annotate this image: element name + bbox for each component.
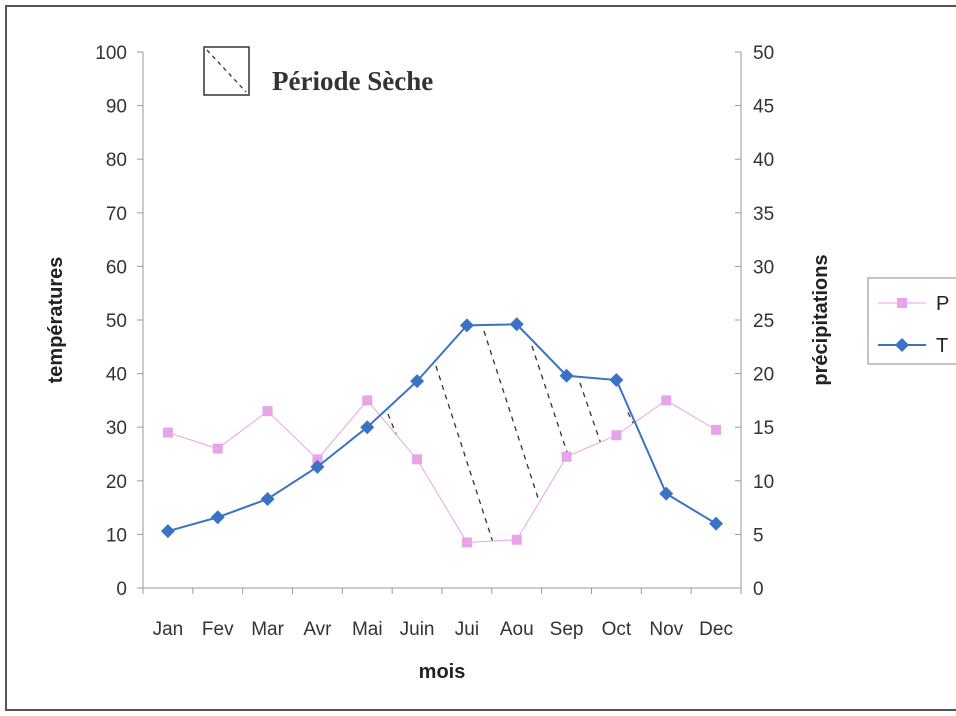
x-tick-label: Avr [303,619,332,640]
left-tick-label: 80 [106,150,127,171]
x-tick-label: Dec [699,619,733,640]
left-tick-label: 20 [106,472,127,493]
series-p-point [661,395,672,406]
series-p-point [162,427,173,438]
x-ticks: Jan Fev Mar Avr Mai Juin Jui Aou Sep Oct Nov Dec [142,588,742,640]
dry-period-swatch-hatch [206,49,247,93]
series-p-point [611,430,622,441]
series-p-point [312,454,323,465]
left-tick-label: 10 [106,525,127,546]
x-tick-label: Mar [251,619,284,640]
series-t-point [210,510,225,525]
series-p-point [212,443,223,454]
series-t-point [160,524,175,539]
series-t [160,317,724,539]
x-tick-label: Jan [153,619,184,640]
series-p-point [511,534,522,545]
series-legend: P T [867,277,956,365]
left-tick-label: 100 [95,43,127,64]
right-tick-label: 15 [753,418,774,439]
legend-t-label: T [936,335,948,357]
dry-hatch-line [579,382,601,442]
dry-hatch-line [627,412,634,424]
x-tick-label: Fev [202,619,234,640]
right-tick-label: 10 [753,472,774,493]
series-t-point [609,373,624,388]
right-y-axis-title: précipitations [810,254,832,385]
x-axis-title: mois [419,661,466,683]
right-tick-label: 35 [753,204,774,225]
right-tick-label: 20 [753,365,774,386]
right-tick-label: 5 [753,525,764,546]
left-tick-label: 0 [116,579,127,600]
left-tick-label: 40 [106,365,127,386]
series-p-point [561,451,572,462]
series-p [162,395,722,548]
dry-hatch-line [387,413,397,435]
series-p-point [262,406,273,417]
x-tick-label: Mai [352,619,383,640]
left-tick-label: 60 [106,257,127,278]
legend-p-marker [897,298,907,308]
right-tick-label: 50 [753,43,774,64]
dry-hatch-line [435,365,494,541]
x-tick-label: Jui [455,619,479,640]
series-t-point [559,368,574,383]
x-tick-label: Aou [500,619,534,640]
series-t-point [360,420,375,435]
x-tick-label: Nov [649,619,683,640]
right-tick-label: 40 [753,150,774,171]
x-tick-label: Sep [550,619,584,640]
left-tick-label: 70 [106,204,127,225]
right-y-ticks: 0 5 10 15 20 25 30 35 40 45 50 [735,43,774,600]
right-tick-label: 25 [753,311,774,332]
dry-period-hatching [387,330,634,541]
series-p-point [412,454,423,465]
dry-period-label: Période Sèche [272,66,433,96]
legend-t-marker [895,338,909,352]
series-p-point [461,537,472,548]
left-y-axis-title: températures [45,257,67,384]
dry-period-legend: Période Sèche [203,46,433,96]
series-t-line [167,323,717,533]
series-t-point [310,459,325,474]
series-t-point [659,486,674,501]
series-p-point [362,395,373,406]
series-t-point [260,492,275,507]
series-t-point [709,516,724,531]
series-p-line [167,399,717,543]
series-t-point [509,317,524,332]
left-tick-label: 30 [106,418,127,439]
left-y-ticks: 0 10 20 30 40 50 60 70 80 90 100 [95,43,143,600]
right-tick-label: 45 [753,97,774,118]
left-tick-label: 50 [106,311,127,332]
series-legend-box [867,277,956,365]
series-t-point [459,318,474,333]
right-tick-label: 30 [753,257,774,278]
x-tick-label: Juin [400,619,435,640]
legend-p-label: P [936,293,949,315]
right-tick-label: 0 [753,579,764,600]
x-tick-label: Oct [602,619,632,640]
left-tick-label: 90 [106,97,127,118]
chart-frame [5,5,956,711]
series-p-point [711,424,722,435]
series-t-point [410,374,425,389]
